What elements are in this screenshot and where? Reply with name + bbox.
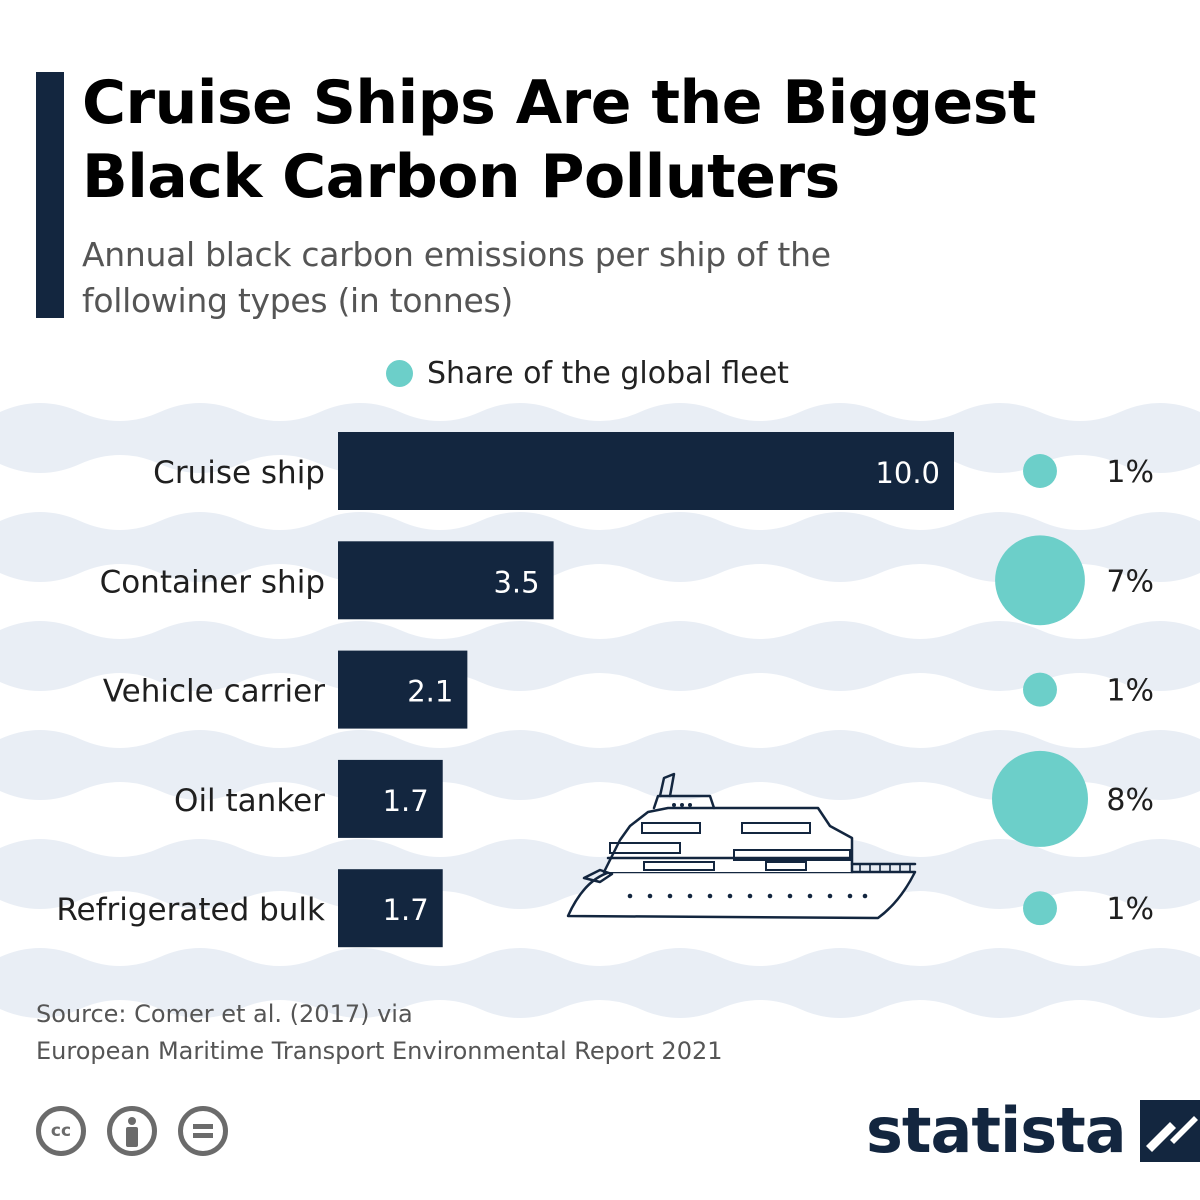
license-icons: cc — [36, 1106, 249, 1156]
statista-brand[interactable]: statista — [866, 1094, 1200, 1167]
fleet-share-label: 1% — [1106, 892, 1154, 927]
title-accent-bar — [36, 72, 64, 318]
source-line-2: European Maritime Transport Environmenta… — [36, 1037, 723, 1065]
fleet-share-label: 1% — [1106, 455, 1154, 490]
no-derivatives-icon[interactable] — [178, 1106, 228, 1156]
fleet-share-bubble[interactable] — [1023, 891, 1057, 926]
category-label: Vehicle carrier — [103, 674, 325, 710]
cruise-ship-icon — [566, 772, 917, 920]
wave-band — [0, 948, 1200, 1018]
legend-bubble-icon — [386, 359, 413, 387]
category-label: Cruise ship — [153, 455, 325, 491]
legend: Share of the global fleet — [386, 352, 789, 394]
fleet-share-label: 8% — [1106, 783, 1154, 818]
bar-value-label: 1.7 — [383, 784, 429, 818]
brand-name: statista — [866, 1094, 1127, 1167]
chart-subtitle: Annual black carbon emissions per ship o… — [82, 235, 831, 320]
bar[interactable] — [338, 759, 443, 838]
bar-value-label: 2.1 — [407, 675, 453, 709]
attribution-icon[interactable] — [107, 1106, 157, 1156]
bar[interactable] — [338, 541, 554, 620]
fleet-share-bubble[interactable] — [1023, 672, 1057, 707]
bar-value-label: 1.7 — [383, 893, 429, 927]
wave-band — [0, 730, 1200, 800]
source-note: Source: Comer et al. (2017) via European… — [36, 996, 936, 1070]
bar-value-label: 10.0 — [875, 456, 940, 490]
wave-band — [0, 621, 1200, 691]
chart-title: Cruise Ships Are the Biggest Black Carbo… — [82, 68, 1037, 212]
fleet-share-bubble[interactable] — [995, 535, 1085, 626]
bar[interactable] — [338, 869, 443, 948]
wave-band — [0, 512, 1200, 582]
fleet-share-bubble[interactable] — [1023, 454, 1057, 488]
category-label: Container ship — [100, 564, 325, 600]
legend-label: Share of the global fleet — [427, 355, 789, 391]
fleet-share-label: 7% — [1106, 564, 1154, 599]
fleet-share-bubble[interactable] — [992, 750, 1088, 847]
statista-logo-icon — [1139, 1099, 1200, 1162]
fleet-share-label: 1% — [1106, 674, 1154, 709]
category-label: Refrigerated bulk — [56, 892, 325, 928]
source-line-1: Source: Comer et al. (2017) via — [36, 1000, 413, 1028]
bar-value-label: 3.5 — [493, 565, 539, 599]
bar[interactable] — [338, 650, 468, 729]
category-label: Oil tanker — [174, 783, 325, 819]
cc-icon[interactable]: cc — [36, 1106, 86, 1156]
bar[interactable] — [338, 432, 954, 510]
